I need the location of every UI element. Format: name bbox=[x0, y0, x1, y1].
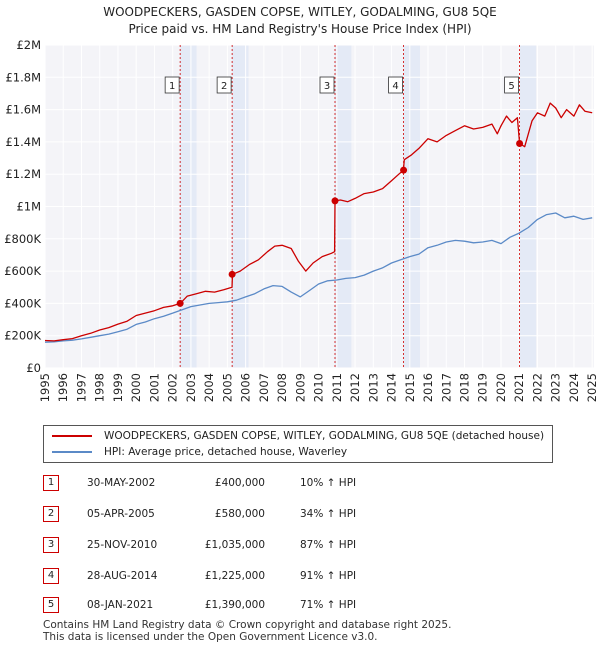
x-tick-label: 2009 bbox=[293, 373, 307, 402]
x-tick-label: 1996 bbox=[56, 373, 70, 402]
sale-row: 3 25-NOV-2010 £1,035,000 87% ↑ HPI bbox=[43, 536, 563, 554]
sale-number-badge: 3 bbox=[43, 537, 59, 553]
sale-number-box bbox=[504, 76, 519, 94]
chart-title: WOODPECKERS, GASDEN COPSE, WITLEY, GODAL… bbox=[103, 5, 497, 19]
sale-hpi-change: 91% ↑ HPI bbox=[300, 570, 357, 582]
sale-number-box bbox=[164, 76, 180, 94]
legend-item-property: WOODPECKERS, GASDEN COPSE, WITLEY, GODAL… bbox=[52, 428, 544, 444]
y-tick-label: £2M bbox=[16, 38, 41, 52]
sale-point bbox=[400, 166, 408, 174]
y-tick-label: £800K bbox=[4, 232, 41, 246]
legend-swatch-property bbox=[52, 435, 92, 437]
sale-point bbox=[516, 140, 524, 148]
legend-label-property: WOODPECKERS, GASDEN COPSE, WITLEY, GODAL… bbox=[104, 430, 545, 442]
legend-swatch-hpi bbox=[52, 451, 92, 453]
price-chart: £0 £200K £400K £600K £800K £1M £1.2M £1.4M £1.6M… bbox=[4, 38, 599, 402]
x-tick-label: 1997 bbox=[74, 373, 88, 402]
sale-date: 28-AUG-2014 bbox=[87, 570, 158, 582]
sale-price: £1,225,000 bbox=[204, 570, 265, 582]
property-series-line bbox=[44, 102, 593, 342]
legend-item-hpi: HPI: Average price, detached house, Wave… bbox=[52, 444, 347, 460]
sale-number-label: 1 bbox=[169, 81, 175, 92]
sale-number-label: 5 bbox=[508, 81, 514, 92]
x-tick-label: 2022 bbox=[530, 373, 544, 402]
sale-number-label: 2 bbox=[221, 81, 227, 92]
sale-number-badge: 5 bbox=[43, 597, 59, 613]
x-tick-label: 2010 bbox=[312, 373, 326, 402]
y-tick-label: £200K bbox=[4, 329, 41, 343]
x-tick-label: 2015 bbox=[403, 373, 417, 402]
footer-licence: This data is licensed under the Open Gov… bbox=[43, 631, 378, 643]
sale-number-badge: 4 bbox=[43, 568, 59, 584]
chart-title-block: WOODPECKERS, GASDEN COPSE, WITLEY, GODAL… bbox=[0, 4, 600, 38]
sale-date: 25-NOV-2010 bbox=[87, 539, 158, 551]
sale-number-badge: 2 bbox=[43, 506, 59, 522]
sale-number-badge: 1 bbox=[43, 475, 59, 491]
x-tick-label: 1998 bbox=[93, 373, 107, 402]
sale-hpi-change: 34% ↑ HPI bbox=[300, 508, 357, 520]
y-tick-label: £1M bbox=[16, 200, 41, 214]
x-tick-label: 2004 bbox=[202, 373, 216, 402]
sale-hpi-change: 10% ↑ HPI bbox=[300, 477, 357, 489]
x-tick-label: 2006 bbox=[239, 373, 253, 402]
sale-number-box bbox=[319, 76, 335, 94]
sale-number-label: 4 bbox=[392, 81, 398, 92]
x-tick-label: 2011 bbox=[330, 373, 344, 402]
x-tick-label: 2025 bbox=[585, 373, 599, 402]
x-tick-label: 2020 bbox=[494, 373, 508, 402]
sale-point bbox=[228, 270, 236, 278]
sale-date: 08-JAN-2021 bbox=[87, 599, 154, 611]
x-tick-label: 2003 bbox=[184, 373, 198, 402]
y-tick-label: £400K bbox=[4, 296, 41, 310]
sale-point bbox=[176, 299, 184, 307]
sale-hpi-change: 71% ↑ HPI bbox=[300, 599, 357, 611]
sale-number-label: 3 bbox=[324, 81, 330, 92]
y-tick-label: £1.4M bbox=[5, 135, 41, 149]
x-tick-label: 2002 bbox=[166, 373, 180, 402]
x-tick-label: 2012 bbox=[348, 373, 362, 402]
x-tick-label: 2013 bbox=[366, 373, 380, 402]
legend-label-hpi: HPI: Average price, detached house, Wave… bbox=[104, 446, 348, 458]
x-tick-label: 2016 bbox=[421, 373, 435, 402]
y-tick-label: £0 bbox=[26, 361, 41, 375]
x-tick-label: 2023 bbox=[549, 373, 563, 402]
x-tick-label: 2005 bbox=[220, 373, 234, 402]
x-tick-label: 2021 bbox=[512, 373, 526, 402]
x-tick-label: 2007 bbox=[257, 373, 271, 402]
x-tick-label: 1999 bbox=[111, 373, 125, 402]
sale-row: 5 08-JAN-2021 £1,390,000 71% ↑ HPI bbox=[43, 596, 563, 614]
sale-price: £580,000 bbox=[214, 508, 265, 520]
chart-subtitle: Price paid vs. HM Land Registry's House … bbox=[128, 22, 472, 36]
hpi-series-line bbox=[44, 212, 593, 343]
y-tick-label: £1.2M bbox=[5, 167, 41, 181]
sale-row: 4 28-AUG-2014 £1,225,000 91% ↑ HPI bbox=[43, 567, 563, 585]
sale-number-box bbox=[216, 76, 232, 94]
sale-row: 1 30-MAY-2002 £400,000 10% ↑ HPI bbox=[43, 474, 563, 492]
sale-row: 2 05-APR-2005 £580,000 34% ↑ HPI bbox=[43, 505, 563, 523]
sale-price: £1,035,000 bbox=[204, 539, 265, 551]
x-tick-label: 2017 bbox=[439, 373, 453, 402]
footer: Contains HM Land Registry data © Crown c… bbox=[43, 619, 451, 643]
sale-number-box bbox=[388, 76, 403, 94]
sale-point bbox=[331, 197, 339, 205]
x-tick-label: 2000 bbox=[129, 373, 143, 402]
y-tick-label: £600K bbox=[4, 264, 41, 278]
x-tick-label: 2018 bbox=[458, 373, 472, 402]
x-tick-label: 1995 bbox=[38, 373, 52, 402]
x-tick-label: 2008 bbox=[275, 373, 289, 402]
chart-legend: WOODPECKERS, GASDEN COPSE, WITLEY, GODAL… bbox=[43, 425, 553, 463]
sale-price: £1,390,000 bbox=[204, 599, 265, 611]
sale-date: 05-APR-2005 bbox=[87, 508, 155, 520]
y-tick-label: £1.6M bbox=[5, 103, 41, 117]
x-tick-label: 2001 bbox=[147, 373, 161, 402]
sale-date: 30-MAY-2002 bbox=[87, 477, 156, 489]
x-tick-label: 2014 bbox=[385, 373, 399, 402]
x-tick-label: 2019 bbox=[476, 373, 490, 402]
sale-price: £400,000 bbox=[214, 477, 265, 489]
y-tick-label: £1.8M bbox=[5, 70, 41, 84]
footer-copyright: Contains HM Land Registry data © Crown c… bbox=[43, 619, 452, 631]
x-tick-label: 2024 bbox=[567, 373, 581, 402]
sale-hpi-change: 87% ↑ HPI bbox=[300, 539, 357, 551]
